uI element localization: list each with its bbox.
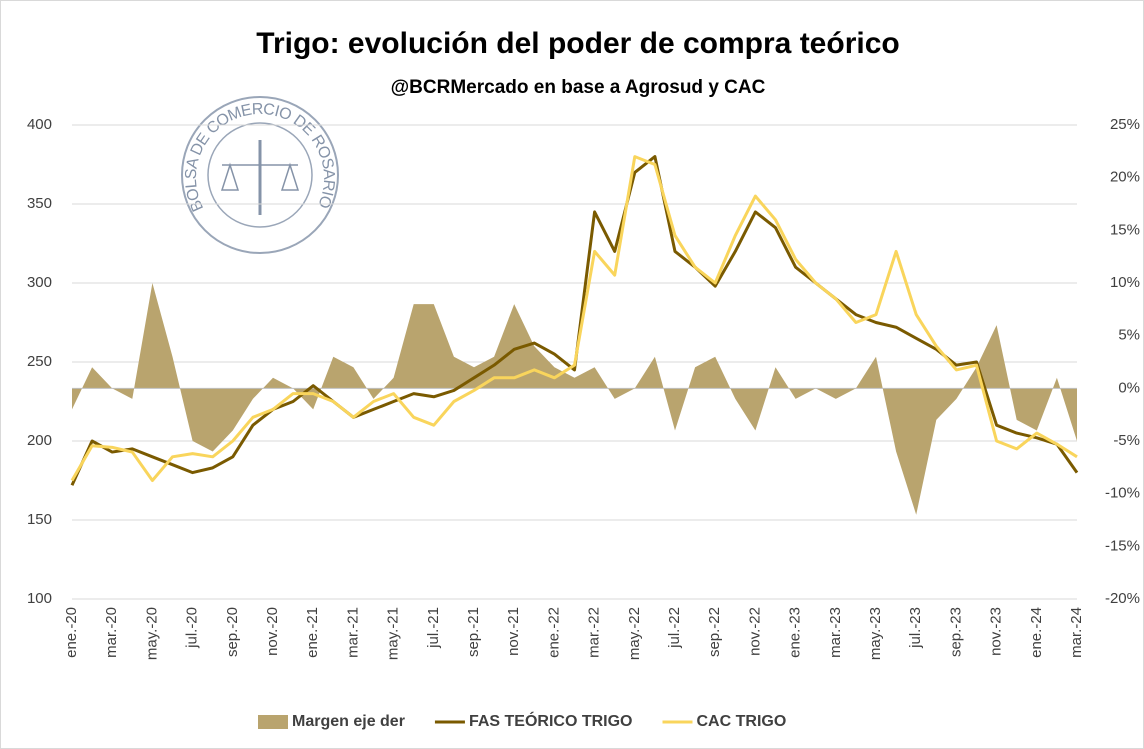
x-tick-label: jul.-21 bbox=[425, 607, 442, 649]
x-tick-label: nov.-21 bbox=[505, 607, 522, 656]
legend-label: CAC TRIGO bbox=[697, 713, 787, 730]
y2-tick-label: -20% bbox=[1105, 590, 1140, 607]
y-tick-label: 250 bbox=[27, 353, 52, 370]
x-tick-label: may.-20 bbox=[143, 607, 160, 660]
chart-subtitle: @BCRMercado en base a Agrosud y CAC bbox=[391, 77, 766, 98]
y-tick-label: 150 bbox=[27, 511, 52, 528]
x-tick-label: sep.-23 bbox=[947, 607, 964, 657]
y2-tick-label: 20% bbox=[1110, 169, 1140, 186]
y-tick-label: 300 bbox=[27, 274, 52, 291]
legend-label: FAS TEÓRICO TRIGO bbox=[469, 711, 633, 730]
x-tick-label: ene.-22 bbox=[545, 607, 562, 658]
x-tick-label: nov.-20 bbox=[264, 607, 281, 656]
y-tick-label: 200 bbox=[27, 432, 52, 449]
x-tick-label: may.-22 bbox=[626, 607, 643, 660]
x-tick-label: mar.-20 bbox=[103, 607, 120, 658]
x-tick-label: ene.-21 bbox=[304, 607, 321, 658]
x-tick-label: ene.-23 bbox=[787, 607, 804, 658]
x-tick-label: mar.-23 bbox=[827, 607, 844, 658]
x-tick-label: mar.-22 bbox=[586, 607, 603, 658]
y2-tick-label: 5% bbox=[1118, 327, 1140, 344]
series-line bbox=[70, 155, 1079, 486]
y-tick-label: 350 bbox=[27, 195, 52, 212]
x-tick-label: sep.-22 bbox=[706, 607, 723, 657]
x-tick-label: nov.-22 bbox=[746, 607, 763, 656]
logo-scales bbox=[220, 162, 300, 191]
logo-ring bbox=[181, 96, 339, 254]
x-tick-label: jul.-20 bbox=[184, 607, 201, 649]
y2-tick-label: -15% bbox=[1105, 537, 1140, 554]
x-tick-label: may.-21 bbox=[385, 607, 402, 660]
logo-inner-ring bbox=[207, 122, 313, 228]
y2-tick-label: -10% bbox=[1105, 485, 1140, 502]
legend-swatch bbox=[258, 715, 288, 729]
y-tick-label: 100 bbox=[27, 590, 52, 607]
x-tick-label: nov.-23 bbox=[988, 607, 1005, 656]
x-tick-label: jul.-23 bbox=[907, 607, 924, 649]
x-tick-label: jul.-22 bbox=[666, 607, 683, 649]
y-tick-label: 400 bbox=[27, 116, 52, 133]
x-tick-label: mar.-21 bbox=[344, 607, 361, 658]
series-line bbox=[70, 155, 1078, 482]
x-tick-label: may.-23 bbox=[867, 607, 884, 660]
chart-title: Trigo: evolución del poder de compra teó… bbox=[256, 27, 899, 60]
legend-label: Margen eje der bbox=[292, 713, 405, 730]
x-tick-label: ene.-20 bbox=[63, 607, 80, 658]
y2-tick-label: 0% bbox=[1118, 379, 1140, 396]
x-tick-label: sep.-20 bbox=[224, 607, 241, 657]
x-tick-label: ene.-24 bbox=[1028, 607, 1045, 658]
y2-tick-label: 10% bbox=[1110, 274, 1140, 291]
y2-tick-label: 25% bbox=[1110, 116, 1140, 133]
y2-tick-label: 15% bbox=[1110, 221, 1140, 238]
x-tick-label: mar.-24 bbox=[1068, 607, 1085, 658]
x-tick-label: sep.-21 bbox=[465, 607, 482, 657]
y2-tick-label: -5% bbox=[1113, 432, 1140, 449]
